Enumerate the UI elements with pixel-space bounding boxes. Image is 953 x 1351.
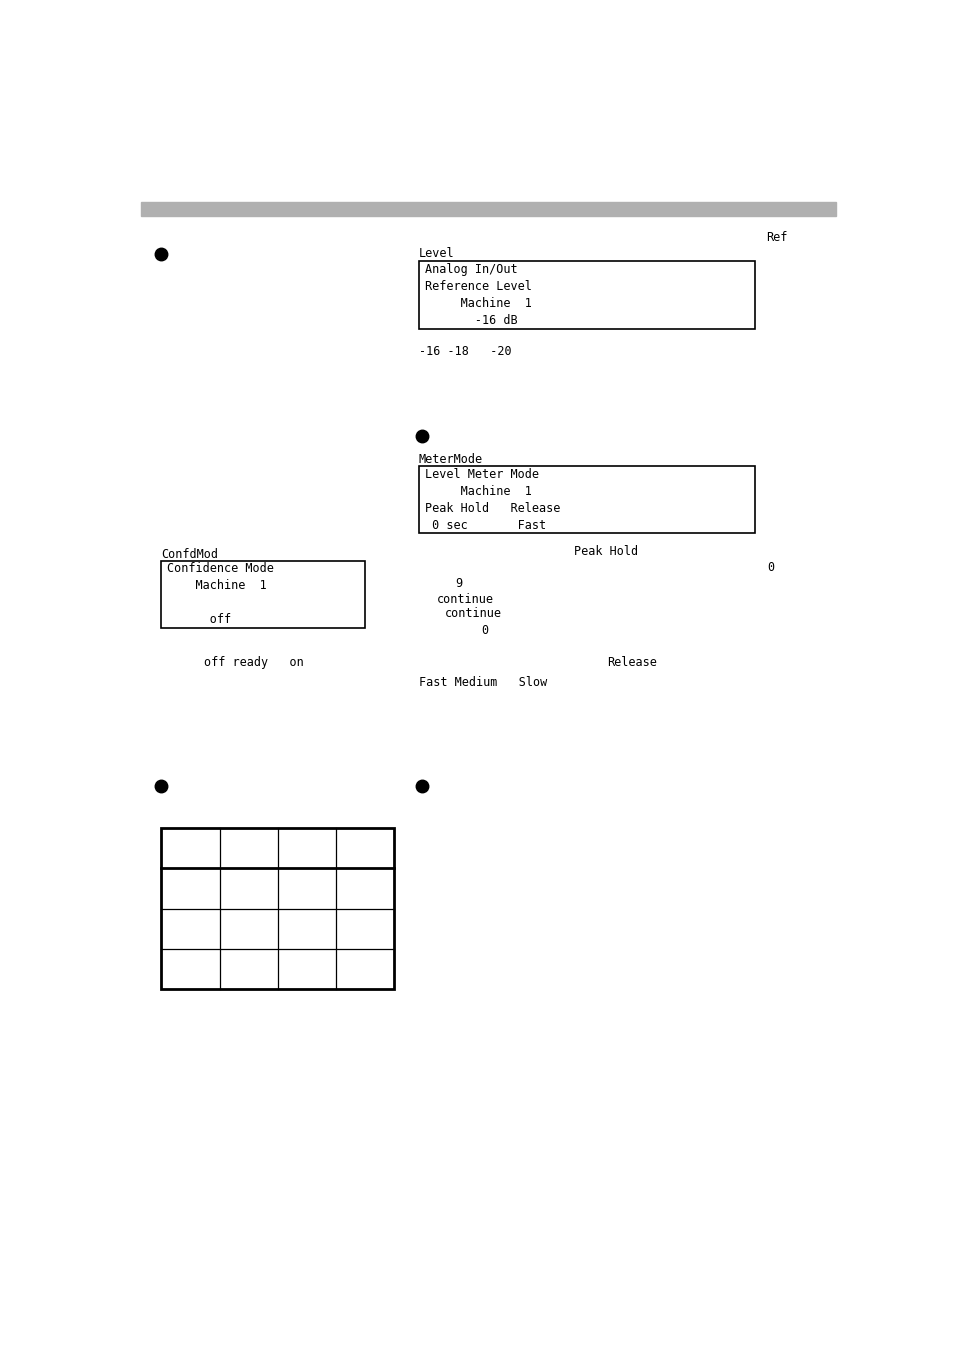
Text: Peak Hold   Release: Peak Hold Release	[424, 501, 559, 515]
Bar	[418, 466, 755, 534]
Text: Level Meter Mode: Level Meter Mode	[424, 467, 538, 481]
Text: Fast Medium   Slow: Fast Medium Slow	[418, 676, 546, 689]
Text: Level: Level	[418, 247, 454, 261]
Text: 0: 0	[767, 561, 774, 574]
Bar	[161, 828, 394, 989]
Text: 0: 0	[481, 624, 488, 636]
Text: Machine  1: Machine 1	[167, 580, 267, 592]
Text: Analog In/Out: Analog In/Out	[424, 263, 517, 276]
Text: MeterMode: MeterMode	[418, 453, 482, 466]
Text: continue: continue	[436, 593, 494, 605]
Bar	[418, 261, 755, 328]
Text: Machine  1: Machine 1	[424, 297, 531, 309]
Text: Confidence Mode: Confidence Mode	[167, 562, 274, 576]
Text: Reference Level: Reference Level	[424, 280, 531, 293]
Text: Machine  1: Machine 1	[424, 485, 531, 497]
Text: off: off	[167, 613, 232, 627]
Text: -16 -18   -20: -16 -18 -20	[418, 345, 511, 358]
Text: Ref: Ref	[765, 231, 787, 243]
Text: Peak Hold: Peak Hold	[574, 544, 638, 558]
Text: continue: continue	[444, 607, 501, 620]
Bar	[141, 201, 836, 216]
Text: off ready   on: off ready on	[204, 657, 304, 669]
Text: ConfdMod: ConfdMod	[161, 547, 218, 561]
Text: -16 dB: -16 dB	[424, 313, 517, 327]
Text: Release: Release	[606, 657, 657, 669]
Text: 9: 9	[456, 577, 462, 590]
Text: 0 sec       Fast: 0 sec Fast	[424, 519, 545, 531]
Bar	[161, 561, 364, 628]
